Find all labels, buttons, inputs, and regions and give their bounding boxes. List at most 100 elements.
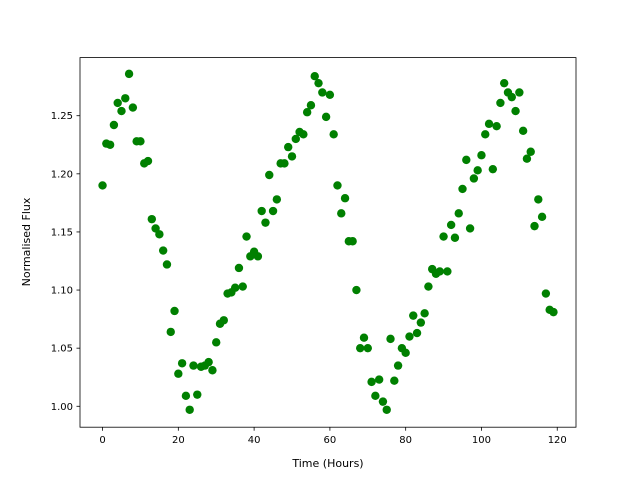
point [121, 94, 130, 103]
x-tick-label: 100 [472, 435, 491, 446]
point [420, 309, 429, 318]
point [189, 361, 198, 370]
point [405, 332, 414, 341]
point [136, 137, 145, 146]
point [242, 232, 251, 241]
point [367, 377, 376, 387]
point [515, 88, 524, 97]
point [352, 285, 361, 295]
point [177, 359, 187, 368]
x-tick-label: 40 [248, 435, 261, 446]
point [484, 119, 494, 129]
point [272, 195, 282, 204]
point [162, 260, 172, 269]
point [219, 316, 228, 325]
point [507, 92, 516, 102]
point [439, 232, 448, 241]
point [261, 218, 270, 227]
point [109, 120, 119, 130]
point [340, 194, 350, 203]
point [310, 71, 319, 81]
point [382, 405, 391, 414]
point [325, 90, 335, 99]
point [98, 181, 107, 190]
point [390, 376, 399, 385]
point [534, 195, 543, 204]
point [234, 263, 244, 273]
point [424, 282, 433, 291]
point [541, 289, 551, 298]
point [537, 212, 547, 222]
point [181, 391, 191, 401]
point [113, 98, 122, 108]
point [401, 348, 410, 358]
point [329, 130, 338, 139]
y-tick-label: 1.20 [51, 169, 73, 180]
point [374, 375, 384, 384]
point [458, 184, 467, 194]
point [257, 206, 266, 216]
point [212, 338, 221, 347]
point [143, 156, 153, 166]
point [488, 164, 498, 174]
point [412, 328, 422, 338]
y-tick-label: 1.15 [51, 227, 73, 238]
point [363, 343, 372, 353]
point [193, 390, 202, 399]
point [511, 106, 520, 116]
point [393, 361, 403, 370]
y-tick-label: 1.00 [51, 402, 73, 413]
point [473, 166, 482, 175]
point [359, 333, 369, 342]
point [124, 69, 134, 79]
point [549, 307, 558, 317]
point [174, 369, 183, 378]
x-tick-label: 120 [548, 435, 567, 446]
point [481, 130, 490, 139]
point [450, 233, 460, 242]
point [105, 140, 115, 149]
axes-frame [79, 57, 577, 428]
point [477, 151, 486, 160]
point [492, 121, 501, 131]
y-tick-label: 1.05 [51, 344, 73, 355]
point [496, 98, 505, 108]
x-tick-label: 80 [399, 435, 412, 446]
point [185, 405, 194, 414]
point [469, 174, 479, 183]
x-tick-label: 60 [324, 435, 337, 446]
point [287, 152, 297, 161]
point [443, 267, 452, 276]
point [386, 334, 395, 344]
point [170, 306, 179, 316]
point [378, 397, 388, 406]
point [416, 318, 426, 327]
point [337, 209, 346, 218]
y-tick-label: 1.25 [51, 111, 73, 122]
point [409, 311, 418, 320]
point [268, 206, 278, 216]
point [465, 224, 475, 233]
point [348, 237, 357, 246]
point [306, 101, 316, 110]
point [166, 327, 175, 337]
point [265, 170, 274, 180]
point [522, 154, 532, 163]
point [238, 282, 247, 291]
point [321, 112, 331, 122]
point [318, 88, 327, 97]
point [291, 134, 300, 144]
point [371, 391, 380, 401]
x-tick-label: 20 [172, 435, 185, 446]
point [530, 221, 539, 231]
x-axis-label: Time (Hours) [291, 457, 363, 470]
point [147, 214, 157, 224]
point [280, 159, 289, 168]
point [155, 230, 164, 239]
y-axis-label: Normalised Flux [20, 197, 33, 286]
point [333, 181, 342, 190]
point [356, 343, 365, 353]
y-tick-label: 1.10 [51, 286, 73, 297]
point [302, 108, 312, 117]
